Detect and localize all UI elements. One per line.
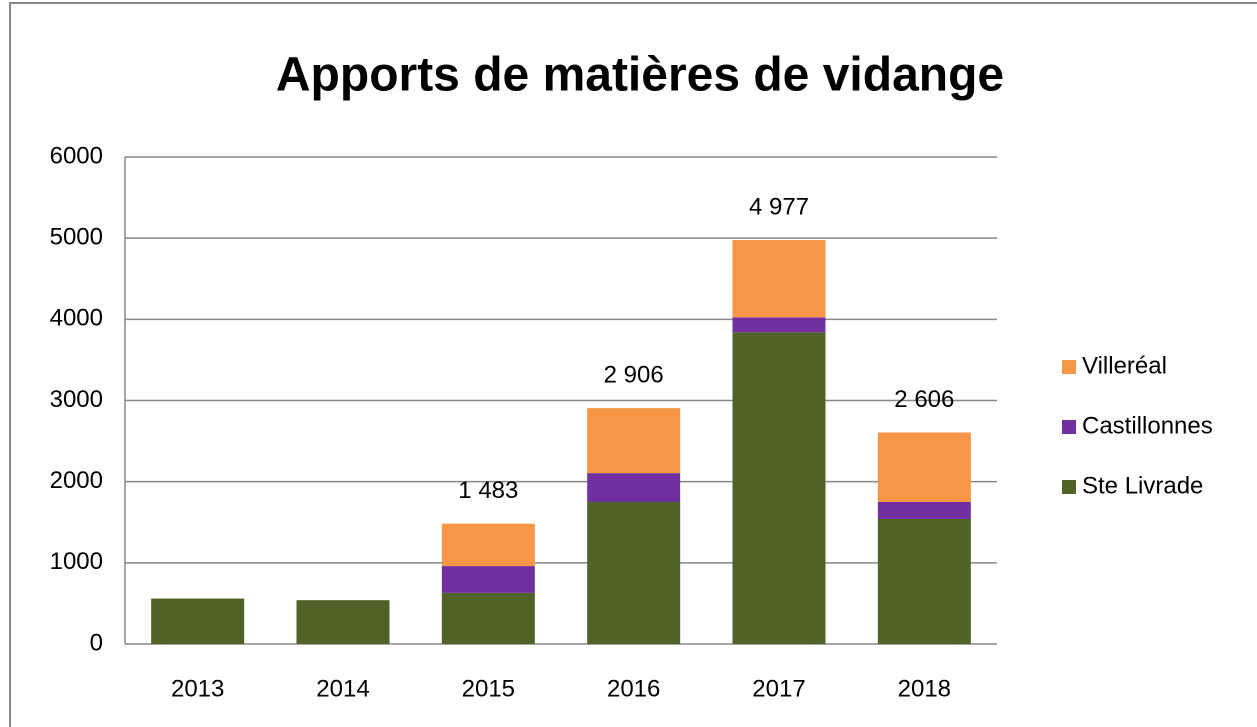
- legend-label: Ste Livrade: [1082, 472, 1203, 499]
- bar-segment: [151, 599, 244, 644]
- y-tick-label: 1000: [50, 548, 103, 575]
- x-tick-label: 2013: [171, 675, 224, 702]
- y-tick-label: 4000: [50, 305, 103, 332]
- y-tick-label: 0: [90, 629, 103, 656]
- bar-segment: [442, 566, 535, 593]
- bar-segment: [442, 524, 535, 566]
- total-label: 2 906: [604, 361, 664, 388]
- x-tick-label: 2017: [752, 675, 805, 702]
- chart-title: Apports de matières de vidange: [276, 49, 1004, 102]
- legend-swatch: [1062, 360, 1076, 374]
- bar-segment: [733, 332, 826, 644]
- bar-segment: [878, 432, 971, 501]
- legend-swatch: [1062, 420, 1076, 434]
- total-label: 4 977: [749, 193, 809, 220]
- x-tick-label: 2018: [898, 675, 951, 702]
- chart: Apports de matières de vidange 0 1000 2000…: [0, 0, 1257, 727]
- bar-segment: [733, 317, 826, 332]
- bar-segment: [733, 240, 826, 317]
- y-tick-label: 6000: [50, 142, 103, 169]
- bar-segment: [878, 502, 971, 519]
- bar-segment: [587, 473, 680, 502]
- y-tick-label: 3000: [50, 386, 103, 413]
- legend-swatch: [1062, 480, 1076, 494]
- bar-segment: [442, 593, 535, 644]
- bar-segment: [587, 502, 680, 644]
- bar-segment: [878, 519, 971, 644]
- x-tick-label: 2014: [316, 675, 369, 702]
- y-tick-label: 5000: [50, 224, 103, 251]
- legend-label: Villeréal: [1082, 352, 1167, 379]
- bar-segment: [587, 408, 680, 473]
- legend-label: Castillonnes: [1082, 412, 1213, 439]
- total-label: 2 606: [894, 386, 954, 413]
- bar-segment: [297, 600, 390, 644]
- x-tick-label: 2015: [462, 675, 515, 702]
- x-tick-label: 2016: [607, 675, 660, 702]
- total-label: 1 483: [458, 477, 518, 504]
- y-tick-label: 2000: [50, 467, 103, 494]
